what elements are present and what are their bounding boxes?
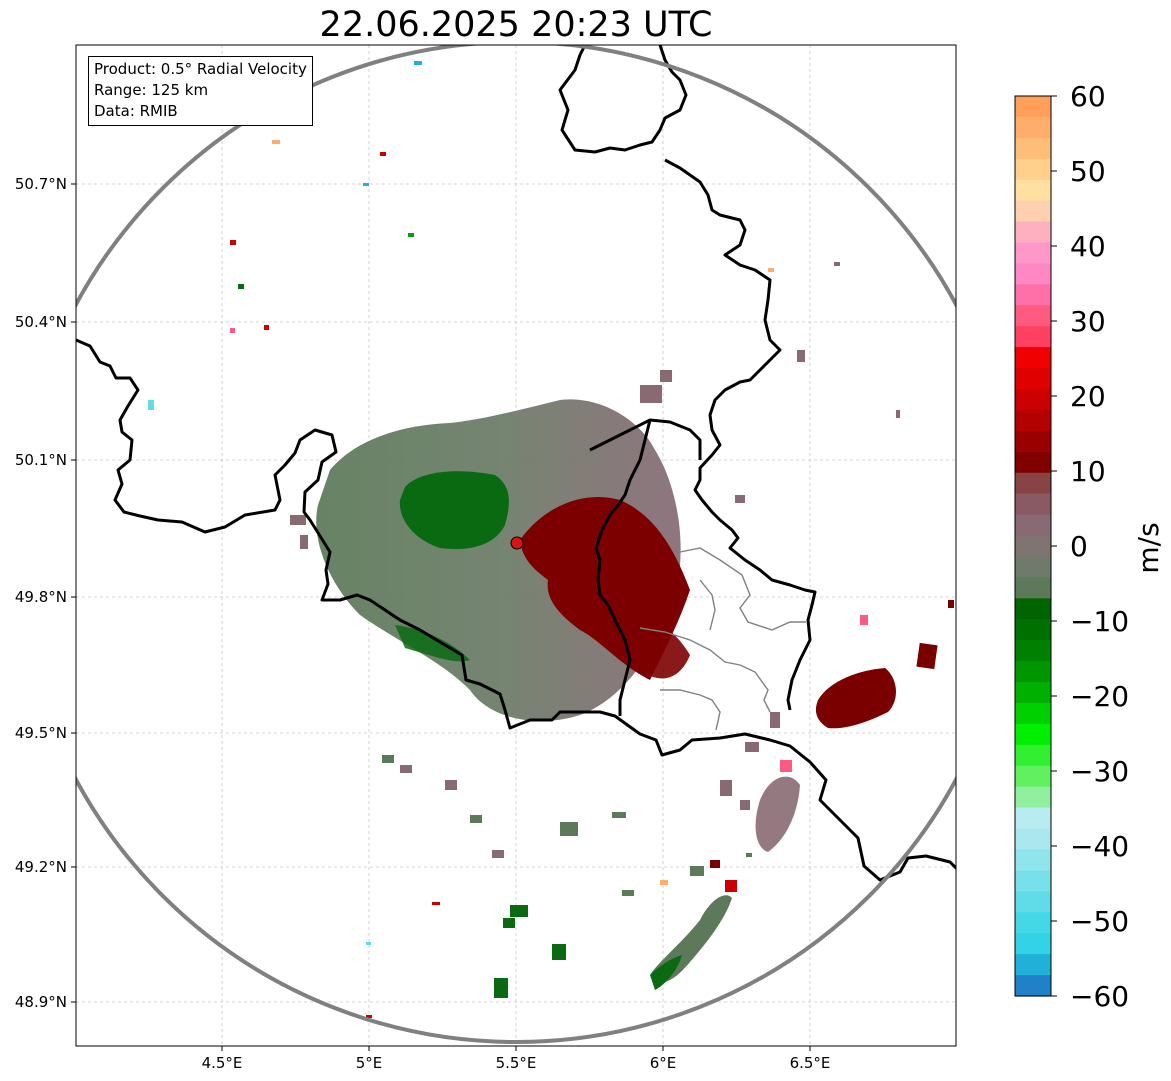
colorbar-tick-label: −50 xyxy=(1070,905,1129,938)
product-line: Product: 0.5° Radial Velocity xyxy=(94,60,307,78)
y-tick-label: 50.1°N xyxy=(15,451,67,469)
colorbar-swatch xyxy=(1015,828,1051,851)
colorbar-tick-label: −30 xyxy=(1070,755,1129,788)
colorbar-swatch xyxy=(1015,389,1051,411)
colorbar-swatch xyxy=(1015,326,1051,348)
echo-inbound-band xyxy=(395,625,470,662)
colorbar-swatch xyxy=(1015,305,1051,327)
colorbar-swatch xyxy=(1015,263,1051,285)
colorbar-swatch xyxy=(1015,409,1051,432)
colorbar-swatch xyxy=(1015,242,1051,265)
colorbar-swatch xyxy=(1015,912,1051,934)
colorbar-tick-label: 30 xyxy=(1070,305,1106,338)
colorbar-swatch xyxy=(1015,158,1051,181)
colorbar-swatch xyxy=(1015,765,1051,788)
echo-south-band xyxy=(755,776,800,852)
colorbar-swatch xyxy=(1015,451,1051,474)
echo-outbound-speck xyxy=(916,642,938,670)
y-tick-label: 48.9°N xyxy=(15,993,67,1011)
colorbar-swatch xyxy=(1015,514,1051,537)
colorbar-swatch xyxy=(1015,96,1051,118)
colorbar-swatch xyxy=(1015,661,1051,683)
colorbar-swatch xyxy=(1015,891,1051,913)
colorbar-swatch xyxy=(1015,975,1051,997)
colorbar-unit-label: m/s xyxy=(1132,522,1165,573)
x-tick-label: 6°E xyxy=(650,1054,677,1072)
colorbar-swatch xyxy=(1015,682,1051,704)
range-line: Range: 125 km xyxy=(94,81,209,99)
colorbar-tick-label: −10 xyxy=(1070,605,1129,638)
colorbar-swatch xyxy=(1015,347,1051,369)
colorbar-tick-label: 20 xyxy=(1070,380,1106,413)
colorbar: 60 50 40 30 20 10 0 −10 −20 −30 −40 −50 −60 xyxy=(1014,80,1129,1013)
colorbar-swatch xyxy=(1015,619,1051,641)
colorbar-swatch xyxy=(1015,556,1051,578)
colorbar-swatch xyxy=(1015,702,1051,725)
echo-south-streak-core xyxy=(650,955,682,990)
radar-site-marker xyxy=(510,536,524,550)
colorbar-swatch xyxy=(1015,137,1051,160)
source-line: Data: RMIB xyxy=(94,102,178,120)
colorbar-tick-label: 40 xyxy=(1070,230,1106,263)
y-tick-label: 50.4°N xyxy=(15,313,67,331)
colorbar-swatch xyxy=(1015,430,1051,453)
x-tick-label: 6.5°E xyxy=(790,1054,831,1072)
colorbar-swatch xyxy=(1015,870,1051,892)
colorbar-swatch xyxy=(1015,284,1051,306)
colorbar-swatch xyxy=(1015,723,1051,746)
x-tick-label: 5°E xyxy=(356,1054,383,1072)
colorbar-tick-label: 60 xyxy=(1070,80,1106,113)
colorbar-swatch xyxy=(1015,535,1051,558)
axis-ticks xyxy=(71,183,811,1051)
colorbar-swatch xyxy=(1015,807,1051,830)
colorbar-swatch xyxy=(1015,744,1051,767)
range-ring xyxy=(76,45,956,1044)
colorbar-swatch xyxy=(1015,493,1051,516)
colorbar-swatch xyxy=(1015,200,1051,223)
colorbar-swatch xyxy=(1015,179,1051,202)
colorbar-swatch xyxy=(1015,849,1051,872)
echo-outbound-east xyxy=(625,617,690,679)
colorbar-swatch xyxy=(1015,598,1051,620)
colorbar-swatch xyxy=(1015,577,1051,599)
y-tick-label: 49.5°N xyxy=(15,724,67,742)
colorbar-swatch xyxy=(1015,116,1051,139)
colorbar-swatch xyxy=(1015,933,1051,955)
colorbar-tick-label: −40 xyxy=(1070,830,1129,863)
y-tick-label: 49.2°N xyxy=(15,858,67,876)
borders-national xyxy=(76,45,956,882)
colorbar-tick-label: −60 xyxy=(1070,980,1129,1013)
colorbar-swatch xyxy=(1015,786,1051,809)
y-tick-label: 49.8°N xyxy=(15,588,67,606)
colorbar-swatch xyxy=(1015,368,1051,390)
colorbar-tick-label: −20 xyxy=(1070,680,1129,713)
map-title: 22.06.2025 20:23 UTC xyxy=(319,5,713,45)
product-info-box: Product: 0.5° Radial Velocity Range: 125… xyxy=(88,56,313,126)
x-axis-labels: 4.5°E 5°E 5.5°E 6°E 6.5°E xyxy=(202,1054,831,1072)
colorbar-swatch xyxy=(1015,640,1051,662)
colorbar-swatch xyxy=(1015,472,1051,495)
y-axis-labels: 50.7°N 50.4°N 50.1°N 49.8°N 49.5°N 49.2°… xyxy=(15,175,67,1011)
echo-inbound-core xyxy=(399,471,509,550)
colorbar-swatch xyxy=(1015,954,1051,976)
colorbar-swatch xyxy=(1015,221,1051,244)
x-tick-label: 5.5°E xyxy=(496,1054,537,1072)
borders-regional xyxy=(639,547,806,731)
echo-outbound-cell xyxy=(815,668,896,729)
colorbar-tick-label: 10 xyxy=(1070,455,1106,488)
echo-scatter xyxy=(148,61,954,1018)
colorbar-tick-label: 50 xyxy=(1070,155,1106,188)
colorbar-tick-label: 0 xyxy=(1070,530,1088,563)
x-tick-label: 4.5°E xyxy=(202,1054,243,1072)
y-tick-label: 50.7°N xyxy=(15,175,67,193)
